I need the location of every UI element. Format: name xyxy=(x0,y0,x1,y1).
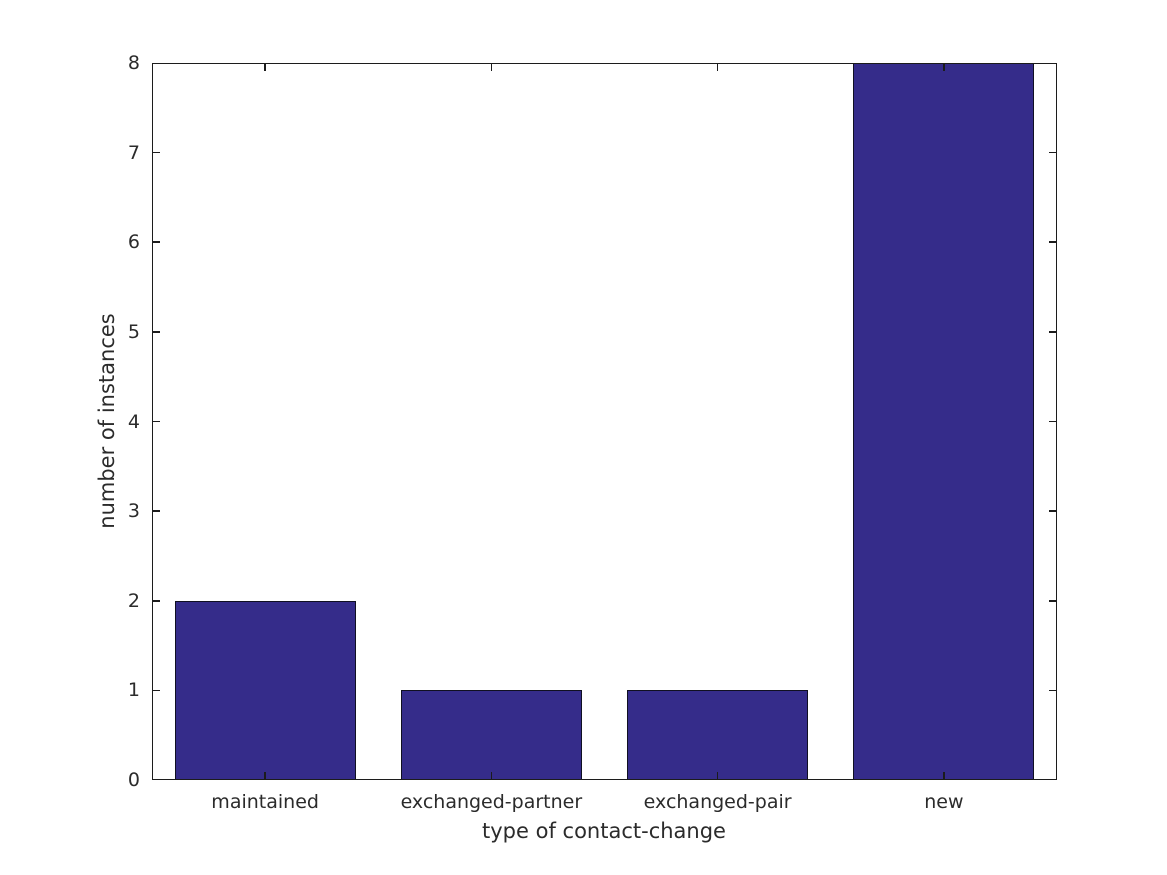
y-tick-mark-left xyxy=(152,151,160,154)
y-tick-label: 7 xyxy=(127,141,140,164)
y-tick-label: 6 xyxy=(127,231,140,254)
y-tick-label: 8 xyxy=(127,52,140,74)
x-tick-mark-top xyxy=(264,63,266,71)
y-tick-mark-left xyxy=(152,510,160,512)
y-axis-label: number of instances xyxy=(95,313,119,529)
bar-exchanged-pair xyxy=(627,690,809,780)
y-tick-label: 4 xyxy=(127,410,140,433)
y-tick-label: 0 xyxy=(127,769,140,791)
x-tick-label: exchanged-partner xyxy=(400,791,583,813)
x-tick-mark-top xyxy=(490,63,493,71)
x-tick-mark-top xyxy=(716,63,719,71)
y-tick-mark-left xyxy=(152,331,160,333)
y-tick-mark-left xyxy=(152,599,160,602)
bar-exchanged-partner xyxy=(400,690,582,780)
x-tick-label: exchanged-pair xyxy=(643,791,792,813)
y-tick-mark-left xyxy=(152,689,160,692)
y-tick-mark-right xyxy=(1049,510,1057,512)
y-tick-mark-left xyxy=(152,420,160,423)
y-tick-mark-left xyxy=(152,241,160,244)
y-tick-mark-right xyxy=(1049,241,1057,244)
y-tick-label: 3 xyxy=(127,500,140,523)
x-tick-mark-top xyxy=(943,63,945,71)
y-tick-mark-right xyxy=(1049,420,1057,423)
x-tick-mark-bottom xyxy=(943,772,945,780)
y-tick-label: 2 xyxy=(127,589,140,612)
x-axis-label: type of contact-change xyxy=(482,819,726,843)
y-tick-label: 1 xyxy=(127,679,140,702)
x-tick-label: new xyxy=(924,791,964,813)
y-tick-label: 5 xyxy=(127,320,140,343)
bar-new xyxy=(853,63,1035,780)
y-tick-mark-right xyxy=(1049,151,1057,154)
y-tick-mark-right xyxy=(1049,599,1057,602)
plot-area xyxy=(152,63,1057,780)
x-tick-label: maintained xyxy=(211,791,319,813)
bar-maintained xyxy=(174,600,356,780)
y-tick-mark-right xyxy=(1049,331,1057,333)
x-tick-mark-bottom xyxy=(490,772,493,780)
x-tick-mark-bottom xyxy=(716,772,719,780)
x-tick-mark-bottom xyxy=(264,772,266,780)
y-tick-mark-right xyxy=(1049,689,1057,692)
